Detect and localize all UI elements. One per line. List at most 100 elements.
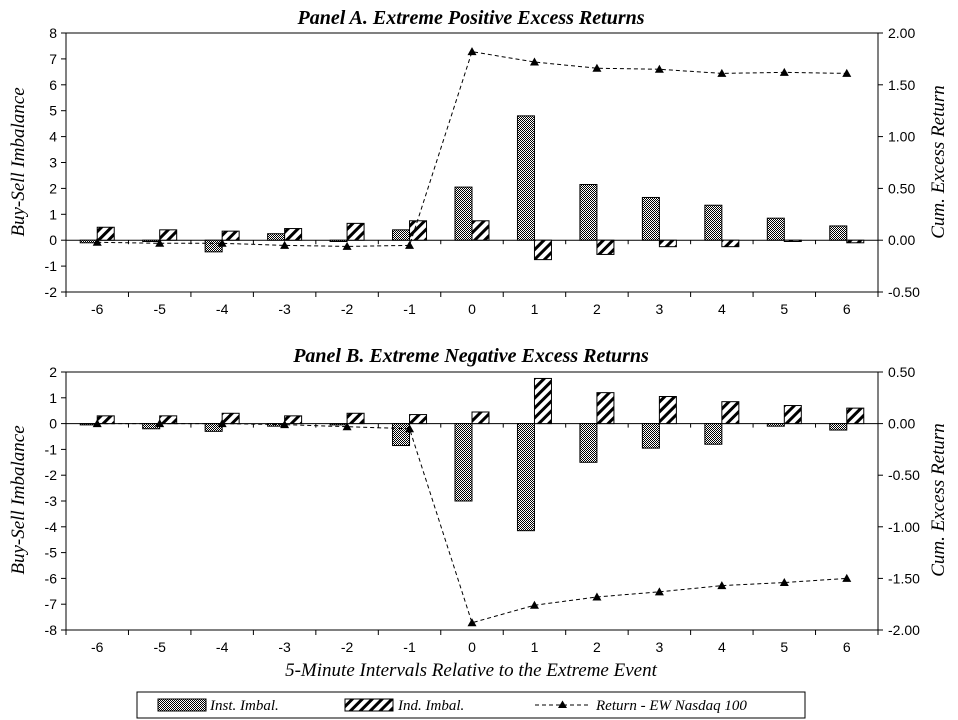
panel-b-inst-bar [516,423,535,532]
panel-b-return-marker [92,419,102,428]
panel-a-y-tick-label: -2 [45,284,58,300]
panel-b-return-marker [342,422,352,431]
panel-b-return-marker [217,419,227,428]
panel-a-return-marker [654,64,664,73]
panel-b-x-tick-label: -6 [91,639,104,655]
panel-a-y-tick-label: 1 [49,206,57,222]
panel-b-return-marker [155,419,165,428]
panel-b-y-tick-label: 0 [49,416,57,432]
panel-b-ind-bar [284,415,303,425]
panel-a-y-label: Buy-Sell Imbalance [8,87,29,236]
panel-a-y2-tick-label: 0.00 [888,232,915,248]
panel-a-x-tick-label: -4 [216,301,229,317]
panel-b-y-tick-label: -6 [45,570,58,586]
panel-a-y2-tick-label: 1.50 [888,77,915,93]
panel-b-return-marker [654,587,664,596]
panel-a-ind-bar [533,239,552,261]
legend-inst-swatch [157,698,207,712]
panel-b-return-marker [717,581,727,590]
panel-a-ind-bar [658,239,677,248]
panel-b-y2-tick-label: -1.00 [888,519,920,535]
panel-b-inst-bar [392,423,411,447]
panel-a-y-tick-label: 5 [49,103,57,119]
panel-a-ind-bar [346,222,365,241]
panel-a-return-marker [217,238,227,247]
panel-a-y2-tick-label: -0.50 [888,284,920,300]
panel-b-ind-bar [783,405,802,425]
panel-a-y-tick-label: 6 [49,77,57,93]
panel-a-return-marker [280,240,290,249]
panel-b-ind-bar [159,415,178,425]
panel-b-y-tick-label: -2 [45,467,58,483]
legend-inst-label: Inst. Imbal. [209,698,279,714]
panel-b-x-tick-label: 1 [531,639,539,655]
panel-a-return-marker [842,68,852,77]
panel-a-x-tick-label: -5 [153,301,166,317]
panel-b-y-tick-label: 1 [49,390,57,406]
panel-a-x-tick-label: -6 [91,301,104,317]
panel-a-x-tick-label: -1 [403,301,416,317]
panel-a-ind-bar [471,220,490,241]
panel-b-y2-tick-label: -2.00 [888,622,920,638]
panel-a-x-tick-label: 5 [780,301,788,317]
panel-a-inst-bar [454,186,473,241]
panel-b-return-marker [280,420,290,429]
panel-a-title: Panel A. Extreme Positive Excess Returns [296,7,644,29]
x-axis-label: 5-Minute Intervals Relative to the Extre… [285,660,657,681]
panel-b-ind-bar [221,412,240,425]
panel-b-title: Panel B. Extreme Negative Excess Returns [292,345,649,367]
panel-a-ind-bar [721,239,740,248]
panel-a-ind-bar [96,226,115,241]
panel-b-ind-bar [96,415,115,425]
panel-a-x-tick-label: -3 [278,301,291,317]
panel-b-ind-bar [471,411,490,425]
panel-b-return-marker [405,424,415,433]
panel-a-x-tick-label: 2 [593,301,601,317]
panel-a-y-tick-label: 8 [49,25,57,41]
panel-b-y-tick-label: -5 [45,545,58,561]
panel-b-inst-bar [766,423,785,427]
panel-a-ind-bar [783,239,802,242]
panel-a-y-tick-label: 4 [49,129,57,145]
panel-b-x-tick-label: 6 [843,639,851,655]
panel-b-y2-tick-label: 0.50 [888,364,915,380]
panel-a-return-marker [405,240,415,249]
panel-a-y-tick-label: 7 [49,51,57,67]
panel-a-inst-bar [142,239,161,242]
panel-a-return-marker [717,68,727,77]
panel-b-inst-bar [454,423,473,502]
legend-ind-label: Ind. Imbal. [397,698,464,714]
panel-b-x-tick-label: 4 [718,639,726,655]
panel-b-ind-bar [346,412,365,425]
panel-b-y2-label: Cum. Excess Return [928,423,949,577]
panel-b-ind-bar [533,377,552,425]
panel-b-inst-bar [641,423,660,449]
panel-a-return-marker [342,241,352,250]
panel-a-inst-bar [829,225,848,241]
panel-b-x-tick-label: 5 [780,639,788,655]
panel-a-plot-frame [65,32,879,293]
panel-a-return-marker [92,237,102,246]
panel-a-inst-bar [267,233,286,241]
panel-b-return-marker [592,592,602,601]
panel-b-return-marker [842,573,852,582]
panel-a-return-marker [779,67,789,76]
panel-b-return-marker [467,618,477,627]
panel-a-return-marker [529,57,539,66]
panel-b-y-label: Buy-Sell Imbalance [8,425,29,574]
panel-a-x-tick-label: 0 [468,301,476,317]
panel-a-y2-tick-label: 1.00 [888,129,915,145]
panel-a-return-marker [467,47,477,56]
panel-b-inst-bar [204,423,223,432]
panel-a-inst-bar [516,115,535,241]
panel-a-return-marker [592,63,602,72]
panel-b-inst-bar [329,423,348,426]
panel-a-ind-bar [159,229,178,241]
legend-box [136,691,806,719]
panel-a-inst-bar [392,229,411,241]
panel-a-inst-bar [329,239,348,242]
panel-a-ind-bar [409,220,428,241]
panel-a-y-tick-label: -1 [45,258,58,274]
panel-a-inst-bar [641,196,660,241]
